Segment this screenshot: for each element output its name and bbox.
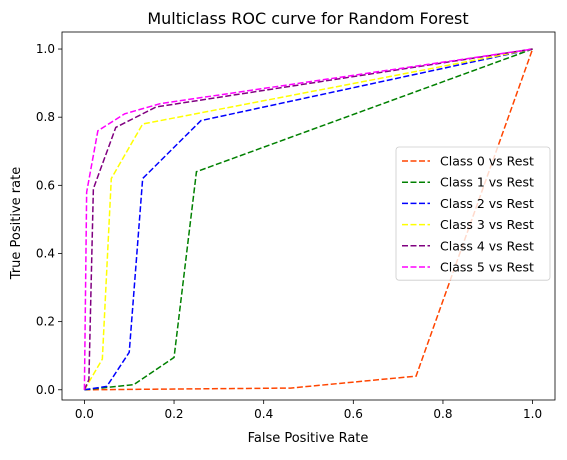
legend: Class 0 vs Rest Class 1 vs Rest Class 2 vs… bbox=[395, 146, 551, 281]
series-line-class-5 bbox=[83, 48, 533, 390]
series-line-class-1 bbox=[84, 48, 533, 391]
legend-label-class-2: Class 2 vs Rest bbox=[440, 196, 534, 211]
series-line-class-4 bbox=[83, 48, 533, 391]
y-tick-label: 0.8 bbox=[36, 110, 55, 124]
x-tick-label: 1.0 bbox=[523, 407, 542, 421]
x-tick-label: 0.2 bbox=[164, 407, 183, 421]
chart-title: Multiclass ROC curve for Random Forest bbox=[147, 9, 468, 28]
legend-label-class-4: Class 4 vs Rest bbox=[440, 238, 534, 253]
x-tick-label: 0.0 bbox=[75, 407, 94, 421]
plot-frame bbox=[61, 31, 556, 401]
y-axis-label: True Positive rate bbox=[9, 167, 24, 280]
series-line-class-2 bbox=[84, 48, 533, 391]
y-tick-label: 0.4 bbox=[36, 246, 55, 260]
legend-label-class-0: Class 0 vs Rest bbox=[440, 154, 534, 169]
x-tick-label: 0.4 bbox=[254, 407, 273, 421]
x-tick-label: 0.6 bbox=[344, 407, 363, 421]
legend-label-class-1: Class 1 vs Rest bbox=[440, 175, 534, 190]
axes-layer: 0.0 0.2 0.4 0.6 0.8 1.0 0.0 0.2 0.4 0.6 0.8 1.0 bbox=[36, 31, 556, 421]
legend-box bbox=[395, 146, 551, 281]
y-tick-label: 0.2 bbox=[36, 315, 55, 329]
legend-label-class-3: Class 3 vs Rest bbox=[440, 217, 534, 232]
y-tick-label: 0.0 bbox=[36, 383, 55, 397]
legend-label-class-5: Class 5 vs Rest bbox=[440, 260, 534, 275]
y-tick-label: 1.0 bbox=[36, 42, 55, 56]
x-tick-label: 0.8 bbox=[433, 407, 452, 421]
x-axis-label: False Positive Rate bbox=[248, 431, 369, 446]
y-tick-label: 0.6 bbox=[36, 178, 55, 192]
series-line-class-3 bbox=[83, 48, 533, 391]
